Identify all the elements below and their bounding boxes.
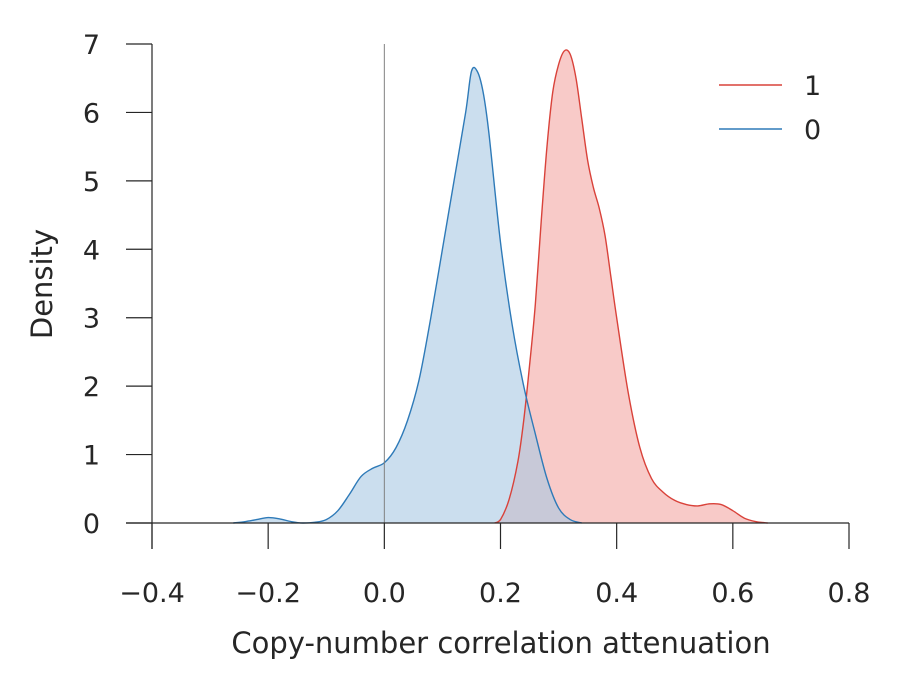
legend-label-series-0: 0: [804, 115, 821, 146]
y-tick-label: 5: [83, 167, 100, 198]
x-axis-ticks: −0.4 −0.2 0.0 0.2 0.4 0.6 0.8: [119, 523, 870, 609]
y-tick-label: 6: [83, 98, 100, 129]
density-areas: [233, 49, 768, 523]
density-area-series-0: [233, 67, 582, 523]
x-tick-label: 0.2: [479, 578, 522, 609]
y-tick-label: 1: [83, 441, 100, 472]
legend: 1 0: [719, 71, 821, 146]
axes: [126, 44, 849, 549]
x-axis-title: Copy-number correlation attenuation: [231, 626, 770, 660]
y-axis-ticks: 0 1 2 3 4 5 6 7: [83, 30, 152, 540]
x-tick-label: 0.8: [828, 578, 871, 609]
y-tick-label: 3: [83, 304, 100, 335]
x-tick-label: 0.4: [595, 578, 638, 609]
x-tick-label: −0.4: [119, 578, 185, 609]
y-tick-label: 2: [83, 372, 100, 403]
x-tick-label: 0.6: [711, 578, 754, 609]
y-tick-label: 4: [83, 235, 100, 266]
x-tick-label: 0.0: [363, 578, 406, 609]
y-tick-label: 7: [83, 30, 100, 61]
legend-label-series-1: 1: [804, 71, 821, 102]
y-axis-title: Density: [25, 229, 59, 339]
x-tick-label: −0.2: [235, 578, 301, 609]
density-area-series-1: [494, 49, 768, 523]
density-line-series-1: [494, 49, 768, 524]
y-tick-label: 0: [83, 509, 100, 540]
